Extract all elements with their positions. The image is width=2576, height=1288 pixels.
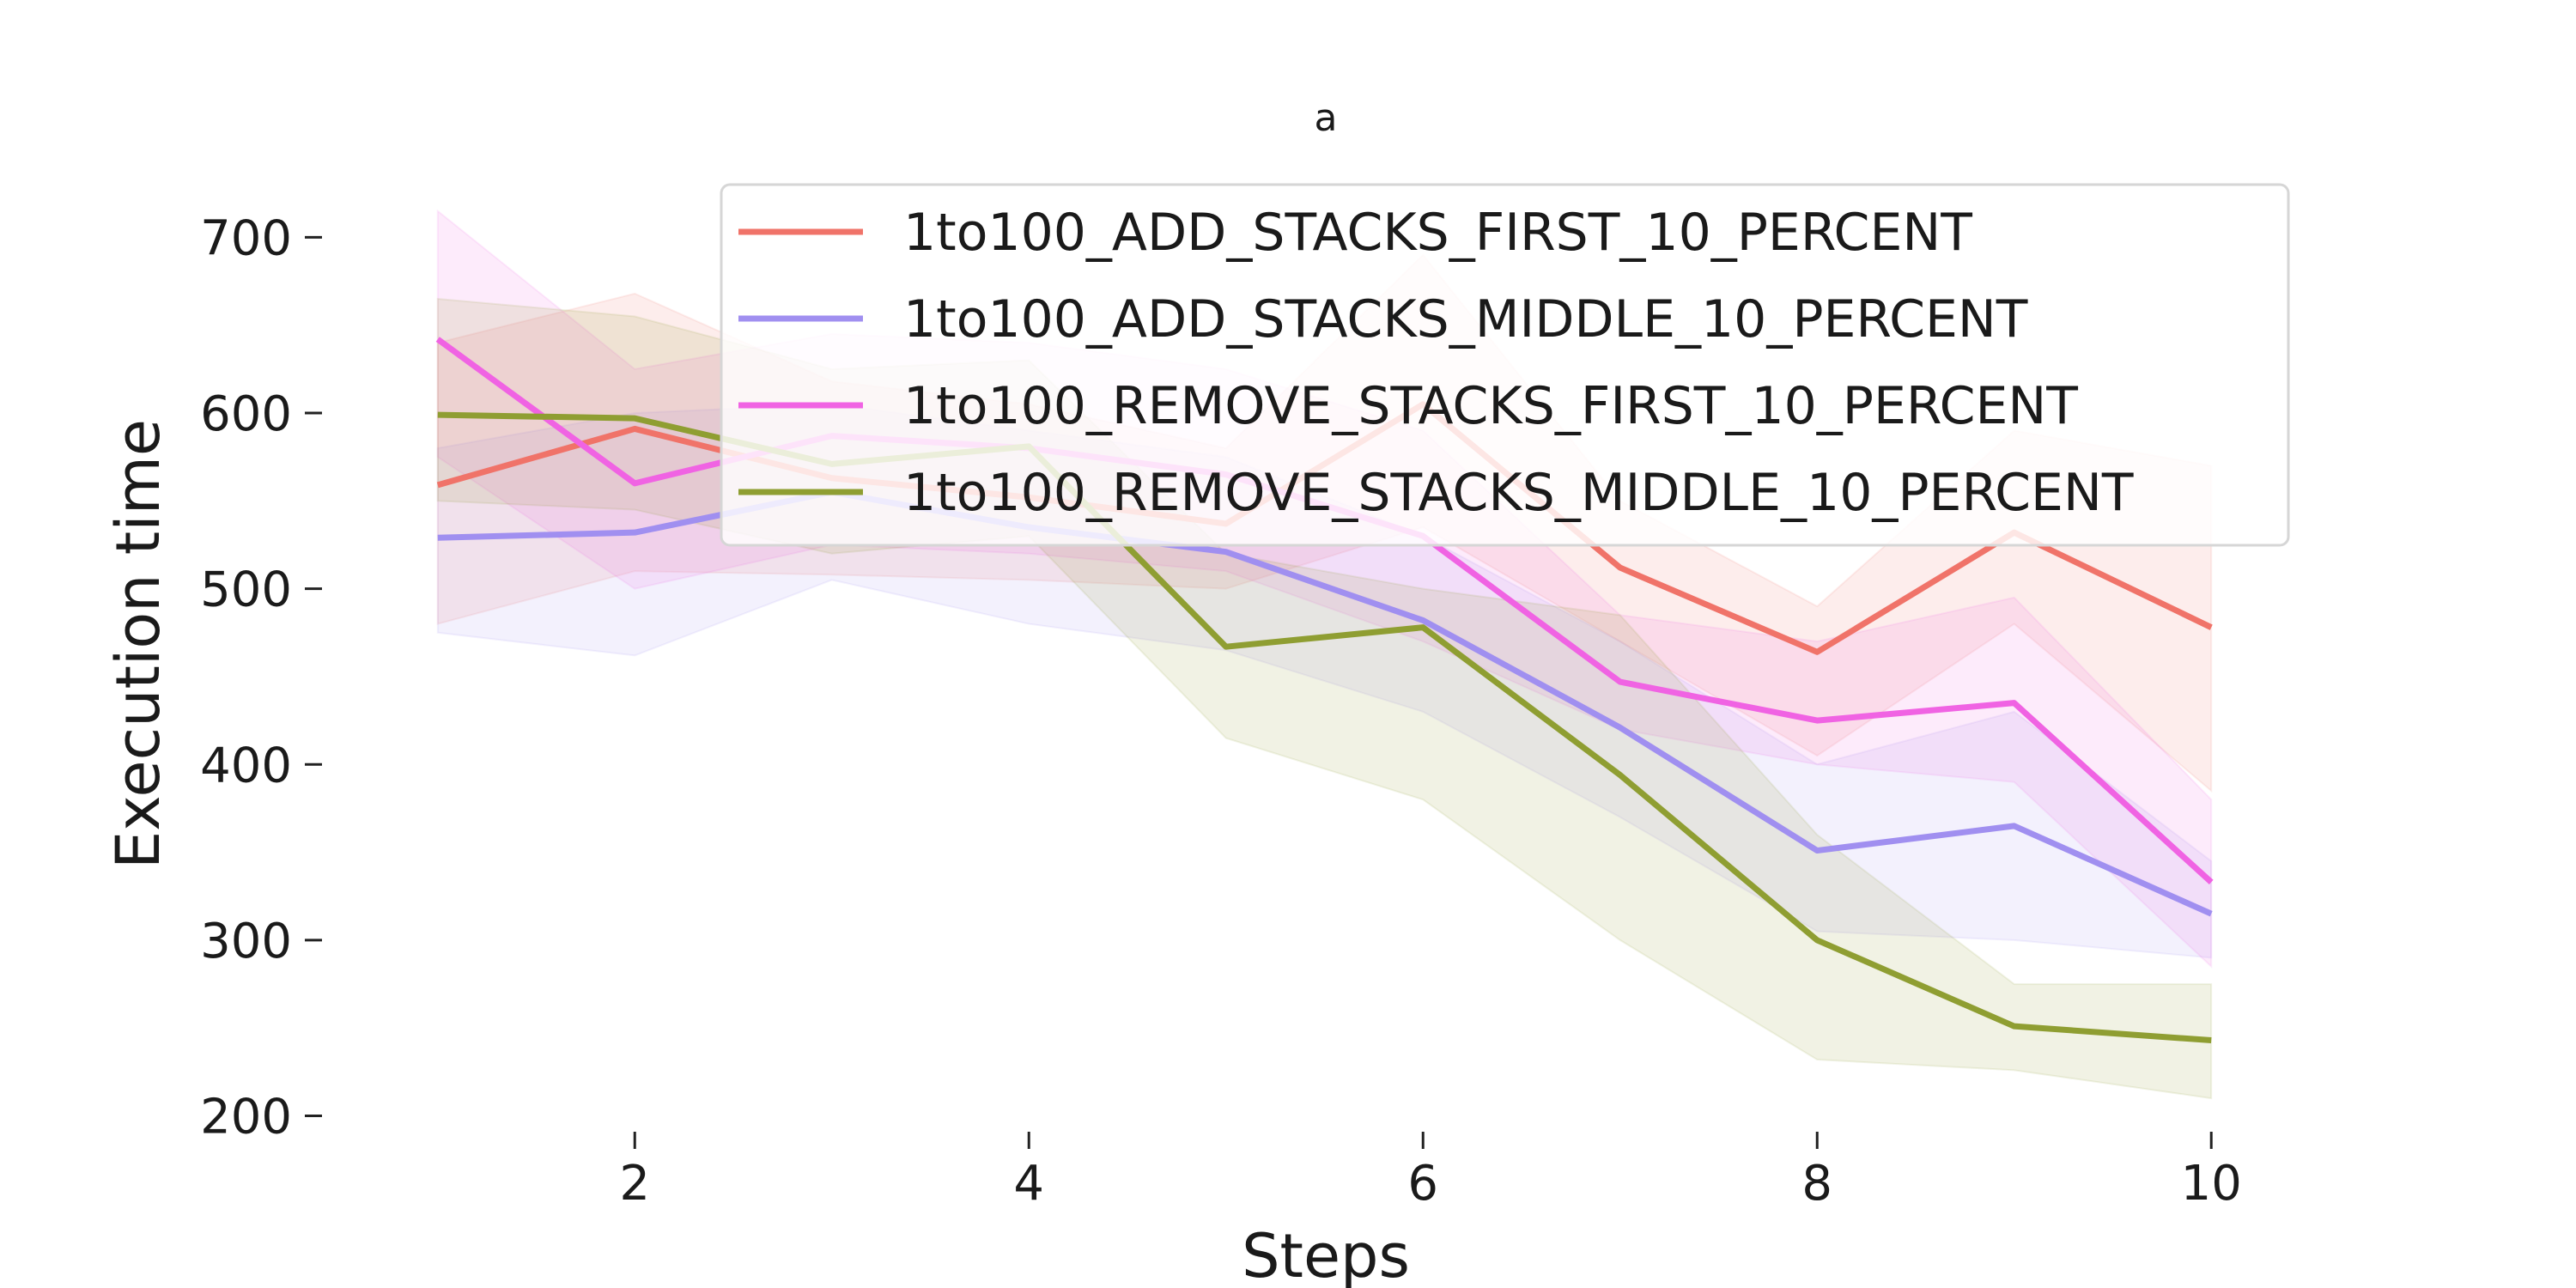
y-tick-label: 500 xyxy=(200,562,292,618)
y-tick-label: 200 xyxy=(200,1090,292,1145)
y-tick-label: 300 xyxy=(200,914,292,969)
y-tick-label: 600 xyxy=(200,386,292,442)
y-tick-label: 400 xyxy=(200,738,292,793)
x-tick-label: 8 xyxy=(1801,1156,1832,1212)
x-tick-label: 6 xyxy=(1407,1156,1438,1212)
legend-label-1: 1to100_ADD_STACKS_FIRST_10_PERCENT xyxy=(903,203,1972,263)
x-axis-title: Steps xyxy=(1242,1221,1410,1288)
y-axis-title: Execution time xyxy=(103,419,173,869)
legend-label-2: 1to100_ADD_STACKS_MIDDLE_10_PERCENT xyxy=(903,289,2028,349)
y-tick-label: 700 xyxy=(200,210,292,266)
legend-label-4: 1to100_REMOVE_STACKS_MIDDLE_10_PERCENT xyxy=(903,463,2134,523)
legend-box xyxy=(720,183,2290,547)
legend: 1to100_ADD_STACKS_FIRST_10_PERCENT 1to100… xyxy=(720,183,2290,547)
x-tick-label: 10 xyxy=(2181,1156,2242,1212)
x-tick-label: 2 xyxy=(619,1156,650,1212)
chart-title: a xyxy=(1315,96,1338,140)
x-axis: 2 4 6 8 10 xyxy=(619,1132,2242,1212)
x-tick-label: 4 xyxy=(1013,1156,1044,1212)
y-axis: 200 300 400 500 600 700 xyxy=(200,210,322,1145)
legend-label-3: 1to100_REMOVE_STACKS_FIRST_10_PERCENT xyxy=(903,376,2078,436)
